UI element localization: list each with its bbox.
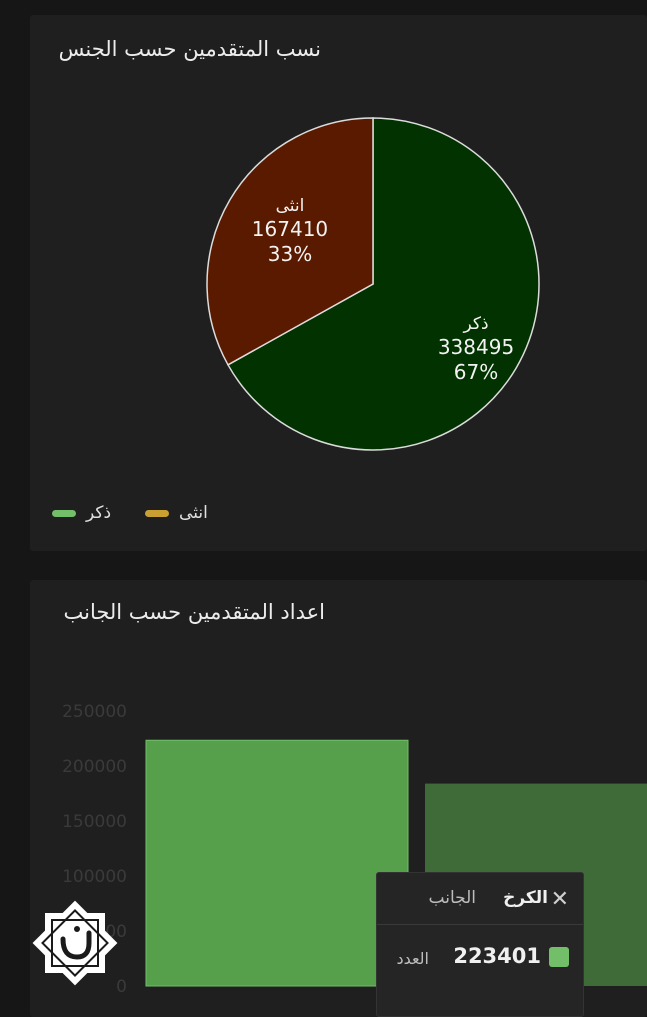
- legend-item-male[interactable]: ذكر: [52, 503, 111, 523]
- bar-0[interactable]: [145, 739, 409, 987]
- pie-label-1-2: 33%: [268, 242, 312, 266]
- y-tick-2: 150000: [62, 812, 127, 832]
- legend-swatch-female: [145, 509, 170, 517]
- pie-label-0-2: 67%: [454, 360, 498, 384]
- tooltip-divider: [377, 924, 583, 925]
- side-panel: اعداد المتقدمين حسب الجانب 250000 200000 1…: [30, 580, 647, 1017]
- watermark-logo-icon: [32, 900, 118, 986]
- legend-item-female[interactable]: انثى: [145, 503, 208, 523]
- y-tick-0: 250000: [62, 702, 127, 722]
- bar-tooltip: ✕ الكرخ الجانب 223401 العدد: [376, 872, 584, 1017]
- y-tick-3: 100000: [62, 867, 127, 887]
- pie-label-1-1: 167410: [252, 217, 328, 241]
- tooltip-category-label: الجانب: [428, 888, 476, 908]
- tooltip-count-label: العدد: [396, 949, 429, 968]
- tooltip-category-value: الكرخ: [503, 888, 548, 908]
- legend-label-female: انثى: [179, 503, 208, 523]
- tooltip-count-value: 223401: [453, 944, 541, 968]
- close-icon[interactable]: ✕: [550, 887, 569, 912]
- tooltip-series-swatch: [549, 947, 569, 967]
- gender-panel: نسب المتقدمين حسب الجنس ذكر 338495 67% انثى…: [30, 15, 647, 551]
- pie-label-0-1: 338495: [438, 335, 514, 359]
- legend-swatch-male: [52, 509, 76, 517]
- legend-label-male: ذكر: [86, 503, 112, 523]
- pie-label-1-0: انثى: [276, 196, 305, 216]
- tooltip-value-row: 223401 العدد: [377, 944, 583, 974]
- pie-label-0-0: ذكر: [462, 314, 488, 334]
- y-tick-1: 200000: [62, 757, 127, 777]
- gender-legend: ذكر انثى: [52, 503, 234, 523]
- tooltip-header-row: ✕ الكرخ الجانب: [377, 888, 583, 914]
- gender-panel-title: نسب المتقدمين حسب الجنس: [58, 37, 321, 61]
- y-tick-5: 0: [116, 977, 127, 997]
- side-panel-title: اعداد المتقدمين حسب الجانب: [63, 600, 325, 624]
- pie-slice-0[interactable]: [226, 117, 540, 451]
- pie-slice-1[interactable]: [206, 117, 374, 366]
